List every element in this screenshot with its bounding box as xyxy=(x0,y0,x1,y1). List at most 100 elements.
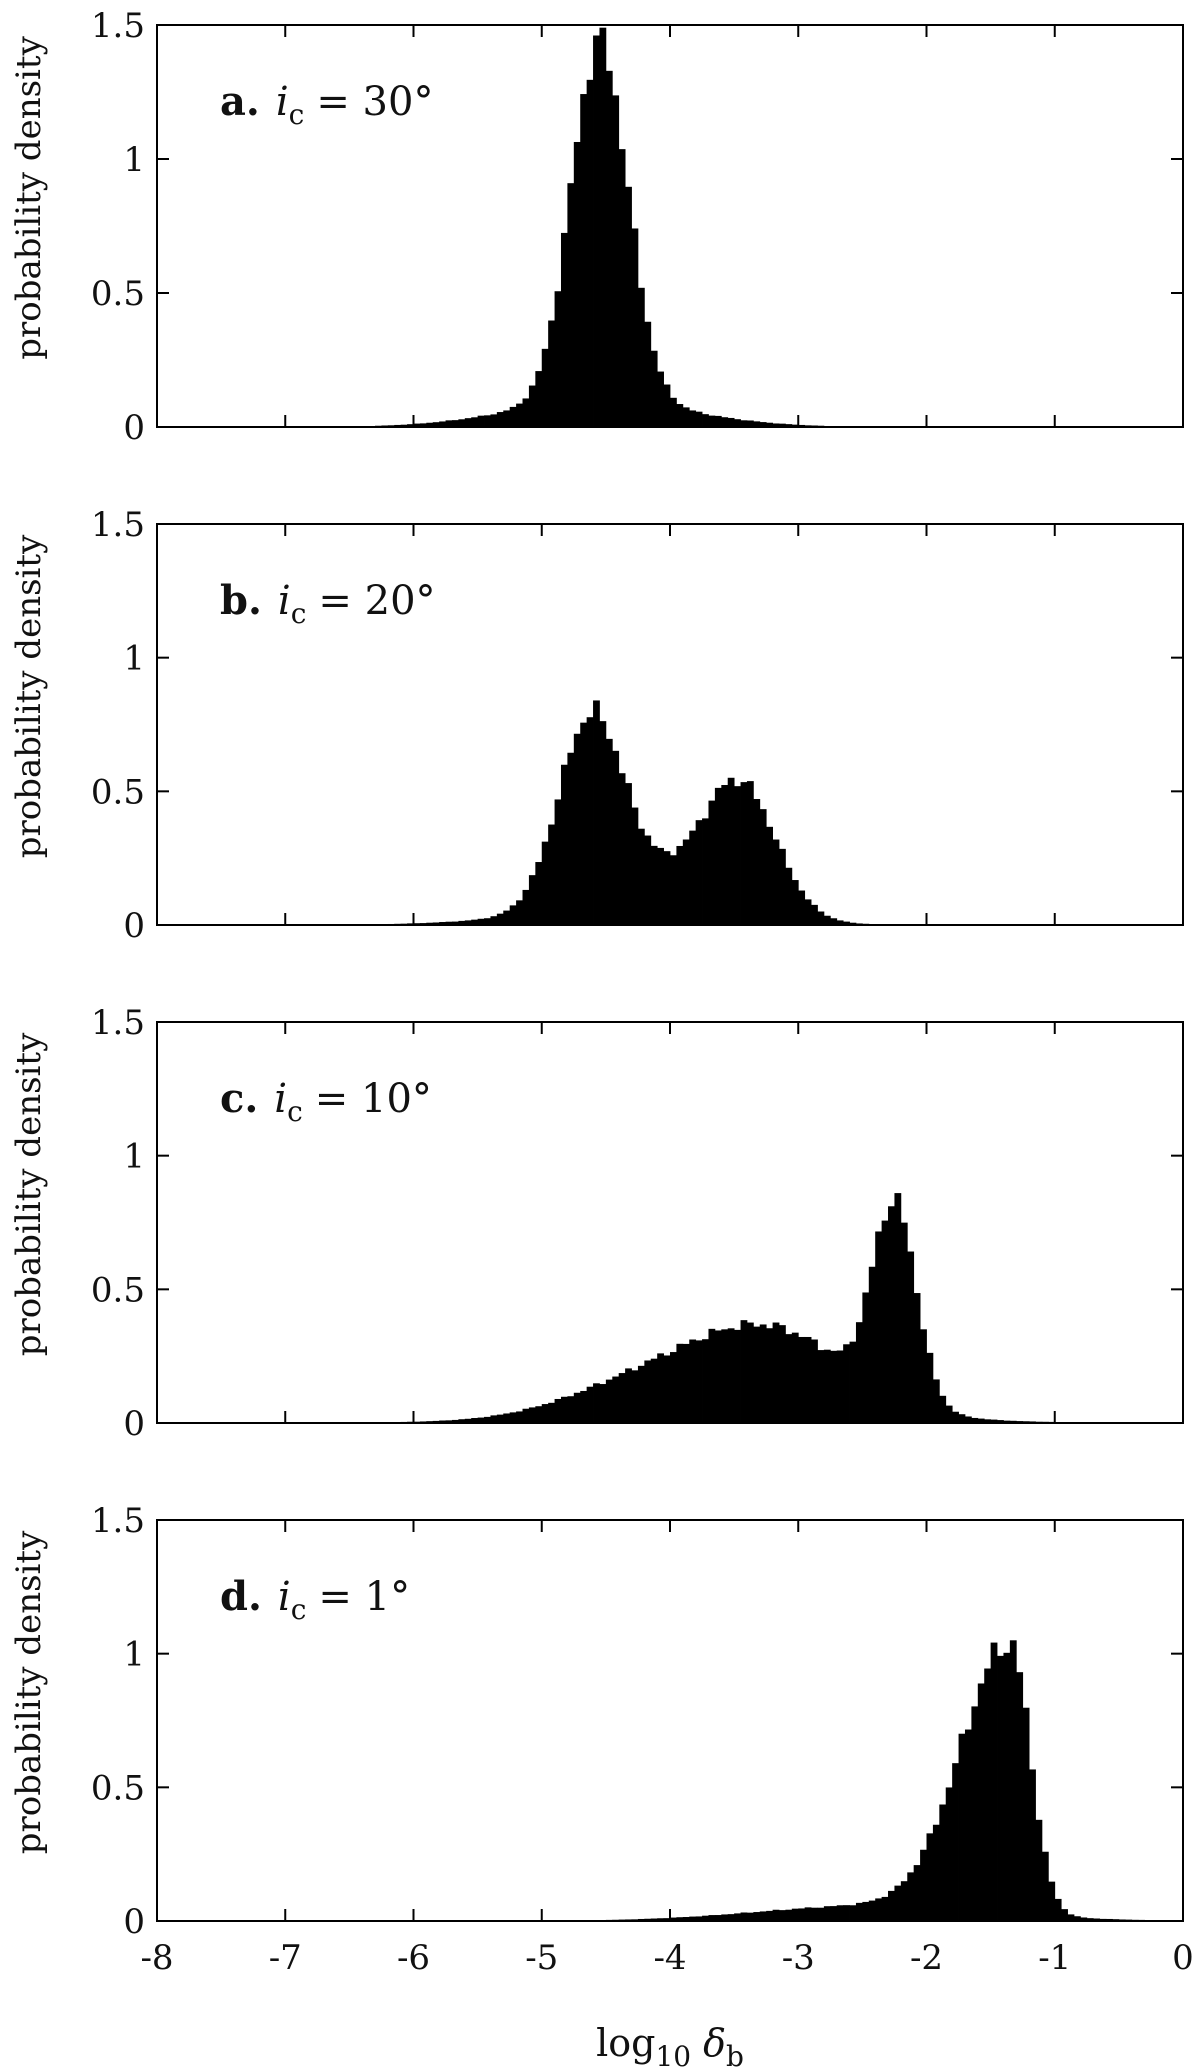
histogram-bar xyxy=(580,722,588,925)
histogram-bar xyxy=(952,1411,959,1423)
histogram-bar xyxy=(708,1915,716,1921)
histogram-bar xyxy=(657,371,664,427)
histogram-bar xyxy=(977,1683,985,1921)
histogram-bar xyxy=(811,1907,818,1921)
histogram-bar xyxy=(528,385,536,427)
y-tick-label: 1 xyxy=(123,140,145,180)
histogram-bar xyxy=(836,1905,844,1921)
histogram-bar xyxy=(471,1418,479,1423)
histogram-bar xyxy=(939,1395,947,1423)
param-subscript: c xyxy=(289,98,305,131)
histogram-bar xyxy=(932,1824,940,1921)
y-tick-label: 0.5 xyxy=(91,274,145,314)
histogram-bar xyxy=(772,839,780,925)
histogram-bar xyxy=(1035,1819,1043,1921)
histogram-bar xyxy=(528,1407,536,1423)
y-axis-label: probability density xyxy=(9,1530,49,1854)
histogram-bar xyxy=(932,1379,940,1423)
histogram-bar xyxy=(721,785,729,925)
histogram-bar xyxy=(644,835,652,925)
histogram-bar xyxy=(791,424,799,427)
histogram-bar xyxy=(516,403,523,427)
histogram-bar xyxy=(560,764,568,925)
param-value: = 10° xyxy=(315,1076,432,1122)
histogram-bar xyxy=(843,1344,850,1423)
y-tick-label: 1.5 xyxy=(91,1003,145,1043)
plot-frame xyxy=(156,24,1184,428)
histogram-bars xyxy=(593,1640,1152,1921)
histogram-bar xyxy=(1093,1918,1101,1921)
x-tick-label: -2 xyxy=(910,1938,943,1978)
histogram-bar xyxy=(445,1420,453,1423)
histogram-bar xyxy=(670,397,677,427)
histogram-bar xyxy=(791,1332,799,1423)
histogram-bar xyxy=(670,1352,677,1423)
histogram-bar xyxy=(426,422,434,427)
histogram-bar xyxy=(823,915,831,925)
histogram-bar xyxy=(490,916,498,925)
histogram-bar xyxy=(798,1908,806,1921)
panel-label: c. ic = 10° xyxy=(220,1075,432,1128)
histogram-bar xyxy=(618,149,626,427)
histogram-bar xyxy=(509,1412,517,1423)
histogram-bar xyxy=(676,1343,684,1423)
histogram-bar xyxy=(560,1396,568,1423)
histogram-bar xyxy=(516,900,523,925)
histogram-bar xyxy=(702,818,709,925)
histogram-bar xyxy=(823,1906,831,1921)
histogram-bar xyxy=(528,875,536,925)
y-tick-label: 0.5 xyxy=(91,1768,145,1808)
histogram-bar xyxy=(477,415,485,427)
histogram-bar xyxy=(907,1872,915,1921)
histogram-bar xyxy=(535,371,543,427)
histogram-bar xyxy=(522,1408,530,1423)
histogram-bar xyxy=(471,417,479,427)
histogram-bar xyxy=(573,141,581,428)
histogram-bar xyxy=(746,781,754,925)
histogram-bar xyxy=(496,913,504,925)
histogram-bar xyxy=(740,420,748,427)
histogram-bar xyxy=(573,733,581,925)
histogram-bar xyxy=(586,1386,594,1423)
histogram-bar xyxy=(1003,1420,1011,1423)
param-subscript: c xyxy=(291,1593,307,1626)
histogram-bar xyxy=(849,1341,857,1423)
panel-letter: d. xyxy=(220,1573,262,1620)
y-axis-label: probability density xyxy=(9,1032,49,1356)
histogram-bar xyxy=(958,1414,966,1423)
histogram-bar xyxy=(772,1909,780,1921)
histogram-bar xyxy=(663,1355,671,1423)
histogram-bar xyxy=(823,1349,831,1423)
histogram-bar xyxy=(676,1917,684,1921)
histogram-bar xyxy=(439,421,446,427)
x-tick-label: -8 xyxy=(140,1938,173,1978)
histogram-bar xyxy=(990,1419,998,1423)
histogram-bar xyxy=(663,1918,671,1921)
histogram-bar xyxy=(670,1917,677,1921)
histogram-bar xyxy=(657,847,664,925)
x-tick-label: -1 xyxy=(1038,1938,1071,1978)
histogram-bar xyxy=(779,423,786,427)
histogram-bar xyxy=(1080,1917,1088,1921)
histogram-bar xyxy=(734,1913,741,1921)
histogram-bar xyxy=(843,921,850,925)
histogram-bar xyxy=(740,782,748,925)
histogram-bar xyxy=(663,851,671,925)
histogram-bar xyxy=(785,1334,793,1423)
histogram-bar xyxy=(695,1916,703,1921)
histogram-bar xyxy=(843,1905,850,1921)
histogram-bar xyxy=(926,1352,934,1423)
param-value: = 1° xyxy=(318,1574,410,1620)
histogram-bar xyxy=(1086,1918,1094,1921)
histogram-bar xyxy=(625,783,632,925)
histogram-bar xyxy=(522,398,530,427)
y-tick-label: 1.5 xyxy=(91,1501,145,1541)
histogram-bar xyxy=(785,867,793,925)
histogram-bar xyxy=(791,880,799,925)
histogram-bar xyxy=(920,1849,927,1921)
histogram-bar xyxy=(516,1411,523,1423)
histogram-bar xyxy=(567,183,575,427)
histogram-bar xyxy=(798,424,806,427)
histogram-bar xyxy=(541,348,549,427)
histogram-bar xyxy=(702,414,709,427)
